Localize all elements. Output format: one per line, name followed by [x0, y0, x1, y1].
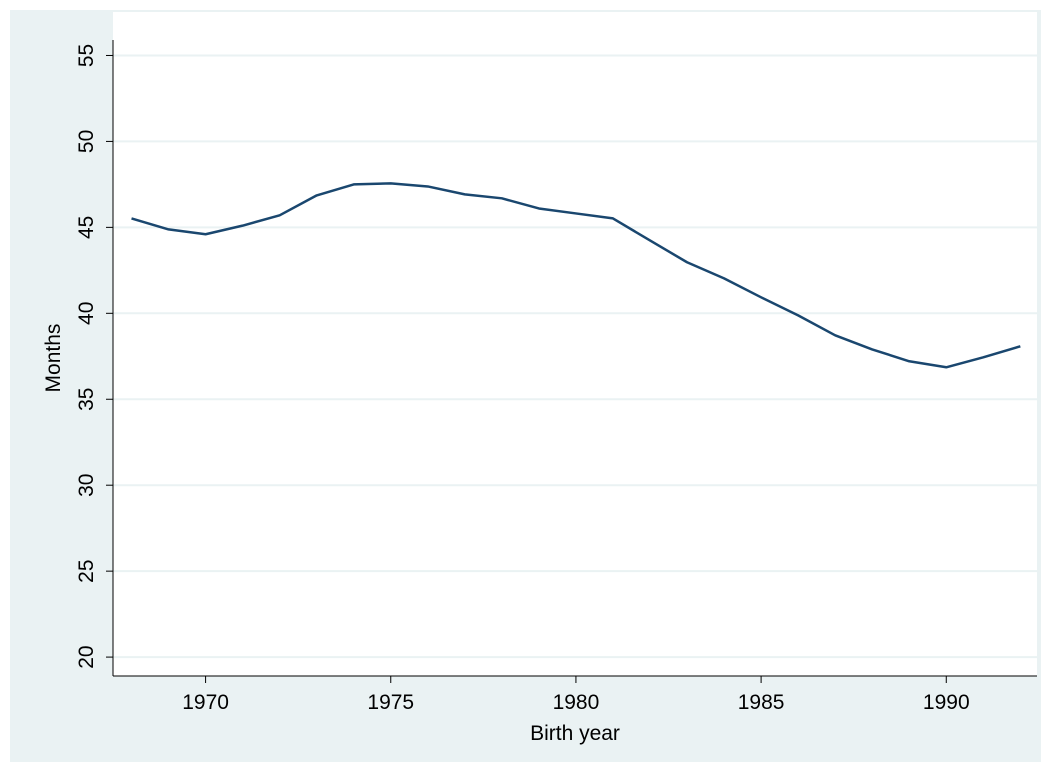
- y-tick-label: 20: [75, 645, 98, 668]
- y-tick-label: 35: [75, 388, 98, 411]
- x-tick-label: 1980: [553, 691, 600, 714]
- x-tick-label: 1975: [367, 691, 414, 714]
- x-tick-label: 1985: [738, 691, 785, 714]
- line: [131, 182, 1021, 369]
- x-axis-title: Birth year: [530, 722, 620, 745]
- x-tick-label: 1990: [923, 691, 970, 714]
- y-axis-title: Months: [42, 324, 65, 393]
- y-tick-label: 50: [75, 130, 98, 153]
- y-tick-label: 45: [75, 216, 98, 239]
- plot-region: [113, 12, 1037, 676]
- y-tick-label: 55: [75, 44, 98, 67]
- x-tick-label: 1970: [182, 691, 229, 714]
- y-tick-label: 40: [75, 302, 98, 325]
- y-tick-label: 25: [75, 559, 98, 582]
- y-tick-label: 30: [75, 474, 98, 497]
